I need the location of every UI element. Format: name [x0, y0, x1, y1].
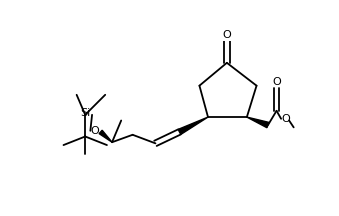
Polygon shape	[247, 117, 269, 128]
Text: O: O	[222, 30, 231, 40]
Text: O: O	[272, 77, 281, 87]
Text: O: O	[281, 114, 290, 124]
Text: Si: Si	[80, 108, 90, 118]
Polygon shape	[99, 130, 112, 142]
Polygon shape	[178, 117, 208, 134]
Text: O: O	[91, 126, 99, 136]
